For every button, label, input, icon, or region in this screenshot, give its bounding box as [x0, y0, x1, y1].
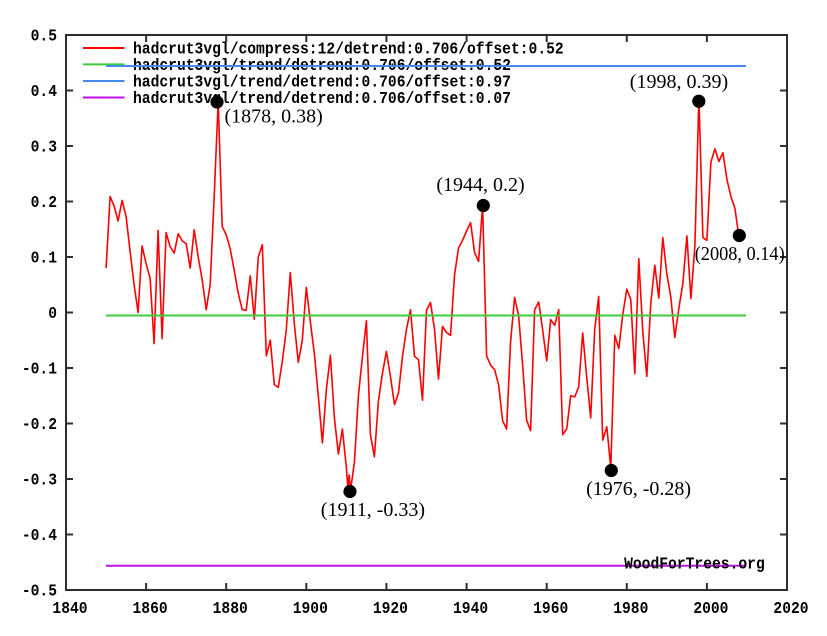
svg-text:-0.4: -0.4	[22, 527, 57, 546]
svg-text:2000: 2000	[693, 600, 728, 619]
svg-text:-0.2: -0.2	[22, 416, 57, 435]
svg-text:0.3: 0.3	[31, 139, 57, 158]
svg-text:1900: 1900	[293, 600, 328, 619]
svg-text:1840: 1840	[52, 600, 87, 619]
svg-text:(2008, 0.14): (2008, 0.14)	[695, 243, 785, 265]
svg-text:(1976, -0.28): (1976, -0.28)	[586, 478, 691, 500]
svg-text:1920: 1920	[373, 600, 408, 619]
svg-text:1980: 1980	[613, 600, 648, 619]
svg-text:1860: 1860	[133, 600, 168, 619]
svg-text:1880: 1880	[213, 600, 248, 619]
svg-text:1940: 1940	[453, 600, 488, 619]
svg-text:hadcrut3vgl/trend/detrend:0.70: hadcrut3vgl/trend/detrend:0.706/offset:0…	[133, 74, 511, 93]
svg-text:WoodForTrees.org: WoodForTrees.org	[624, 556, 765, 575]
svg-text:0.1: 0.1	[31, 250, 57, 269]
svg-text:1960: 1960	[533, 600, 568, 619]
svg-text:0.2: 0.2	[31, 194, 57, 213]
svg-text:0: 0	[48, 305, 57, 324]
svg-text:(1998, 0.39): (1998, 0.39)	[630, 71, 728, 93]
svg-text:-0.5: -0.5	[22, 583, 57, 602]
svg-text:hadcrut3vgl/trend/detrend:0.70: hadcrut3vgl/trend/detrend:0.706/offset:0…	[133, 90, 511, 109]
svg-text:hadcrut3vgl/compress:12/detren: hadcrut3vgl/compress:12/detrend:0.706/of…	[133, 41, 564, 60]
svg-text:-0.1: -0.1	[22, 361, 57, 380]
svg-text:(1944, 0.2): (1944, 0.2)	[436, 174, 524, 196]
svg-text:0.4: 0.4	[31, 83, 57, 102]
svg-text:(1911, -0.33): (1911, -0.33)	[321, 499, 425, 521]
svg-text:2020: 2020	[773, 600, 808, 619]
svg-text:-0.3: -0.3	[22, 472, 57, 491]
svg-text:0.5: 0.5	[31, 28, 57, 47]
svg-text:(1878, 0.38): (1878, 0.38)	[225, 106, 323, 128]
